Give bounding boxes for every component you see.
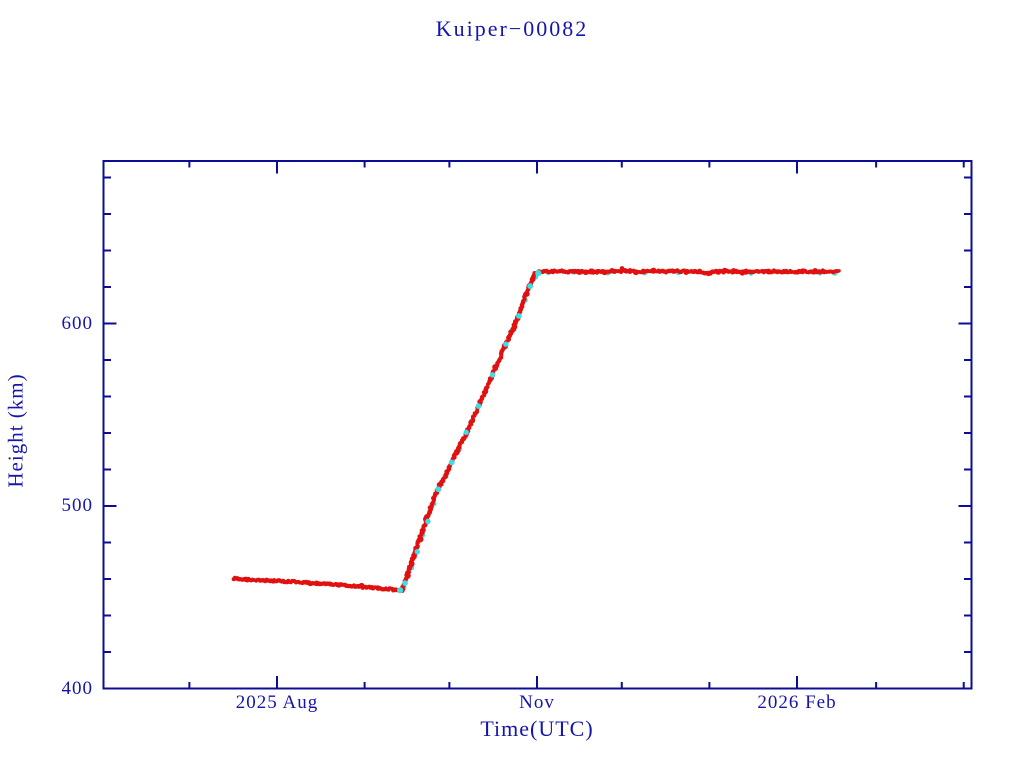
maneuver-marker — [527, 283, 534, 290]
red-height-dots — [231, 266, 841, 594]
maneuver-marker — [414, 549, 420, 555]
x-axis-label: Time(UTC) — [480, 716, 594, 741]
maneuver-marker — [397, 587, 404, 594]
cyan-markers-over — [397, 270, 542, 594]
maneuver-marker — [503, 341, 509, 347]
maneuver-marker — [516, 313, 522, 319]
x-tick-label-Nov: Nov — [519, 692, 555, 713]
maneuver-marker — [448, 459, 455, 466]
y-tick-label-600: 600 — [61, 312, 93, 334]
maneuver-marker — [402, 580, 408, 586]
maneuver-marker — [463, 429, 469, 435]
y-tick-label-400: 400 — [61, 677, 93, 699]
maneuver-marker — [435, 486, 442, 493]
plot-title: Kuiper−00082 — [435, 16, 589, 41]
height-connecting-line — [233, 267, 840, 592]
y-tick-label-500: 500 — [61, 495, 93, 516]
x-tick-label-2025-Aug: 2025 Aug — [235, 692, 319, 713]
axes-box — [102, 160, 973, 690]
maneuver-marker — [535, 270, 542, 277]
height-dot — [837, 269, 841, 273]
x-tick-label-2026-Feb: 2026 Feb — [757, 692, 837, 713]
maneuver-marker — [425, 518, 431, 525]
maneuver-marker — [475, 403, 482, 409]
maneuver-marker — [489, 372, 496, 378]
